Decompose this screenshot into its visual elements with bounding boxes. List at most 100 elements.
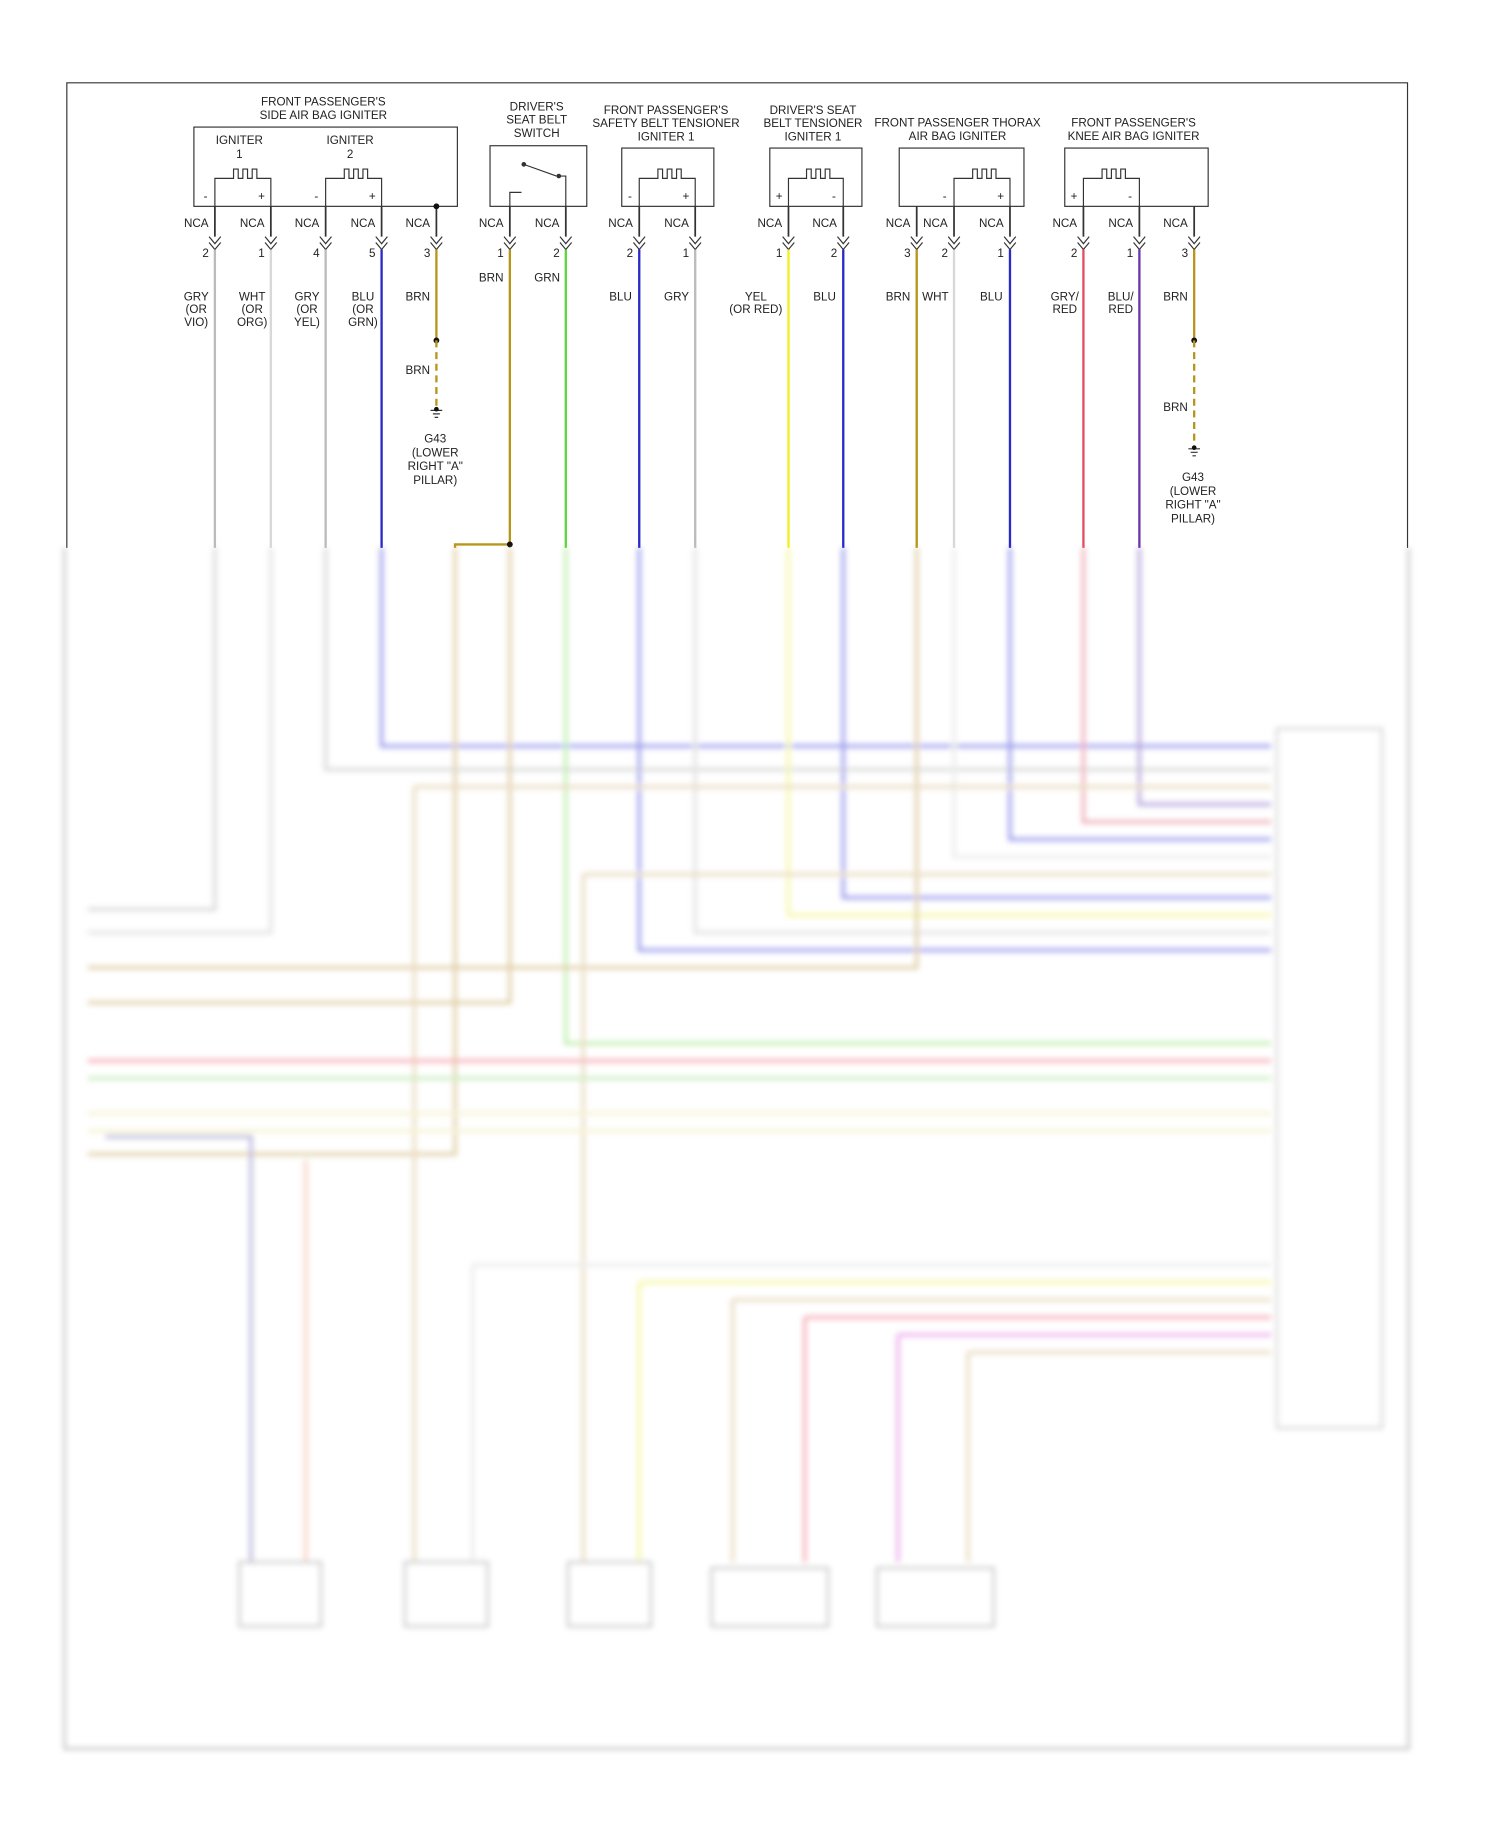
connector-label: NCA (351, 217, 376, 230)
pin-number: 2 (941, 247, 947, 260)
pin-number: 4 (313, 247, 320, 260)
connector-symbol (559, 236, 573, 251)
component-box (489, 145, 588, 207)
igniter-label: IGNITER (327, 134, 374, 147)
connector-symbol (688, 236, 702, 251)
connector-label: NCA (479, 217, 504, 230)
component-box (769, 147, 863, 207)
wire-color-label: GRY (664, 290, 689, 303)
ground-label: RIGHT "A" (408, 460, 463, 473)
connector-symbol (836, 236, 850, 251)
wire-color-label: BRN (886, 290, 911, 303)
wire-color-label: BLU/ (1108, 290, 1135, 303)
component-title: SAFETY BELT TENSIONER (592, 117, 739, 130)
wire-color-label: BRN (1163, 401, 1188, 414)
pin-number: 2 (627, 247, 633, 260)
pin-number: 1 (1127, 247, 1133, 260)
obscured-lower-diagram (63, 547, 1410, 1750)
pin-number: 1 (683, 247, 689, 260)
wire-color-label: WHT (239, 290, 266, 303)
igniter-label: 1 (236, 148, 242, 161)
connector-label: NCA (664, 217, 689, 230)
wire-color-label: GRN (534, 272, 560, 285)
igniter-symbol (214, 168, 272, 207)
wire-color-label: GRN) (348, 316, 378, 329)
component-title: DRIVER'S SEAT (770, 104, 857, 117)
connector-label: NCA (812, 217, 837, 230)
wire-color-label: (OR (352, 303, 373, 316)
wire-color-label: YEL (745, 290, 768, 303)
switch-contact (556, 173, 562, 179)
wire-color-label: BLU (813, 290, 836, 303)
wire-color-label: (OR RED) (729, 303, 782, 316)
connector-label: NCA (1108, 217, 1133, 230)
pin-number: 2 (1071, 247, 1077, 260)
connector-label: NCA (1052, 217, 1077, 230)
pin-number: 2 (831, 247, 837, 260)
polarity: + (682, 190, 689, 203)
connector-symbol (632, 236, 646, 251)
ground-label: G43 (424, 433, 446, 446)
wire-color-label: BRN (479, 272, 504, 285)
pin-number: 2 (553, 247, 559, 260)
component-title: IGNITER 1 (784, 131, 841, 144)
connector-label: NCA (535, 217, 560, 230)
connector-label: NCA (295, 217, 320, 230)
ground-dot (1191, 445, 1197, 451)
pin-number: 1 (997, 247, 1003, 260)
connector-symbol (1133, 236, 1146, 251)
connector-symbol (208, 236, 222, 251)
component-box (621, 147, 715, 207)
pin-number: 1 (497, 247, 503, 260)
wire-color-label: (OR (186, 303, 207, 316)
polarity: + (776, 190, 783, 203)
connector-symbol (503, 236, 517, 251)
component-title: FRONT PASSENGER'S (604, 104, 729, 117)
wire-color-label: BLU (609, 290, 632, 303)
ground-label: (LOWER (1170, 485, 1217, 498)
component-title: KNEE AIR BAG IGNITER (1068, 130, 1200, 143)
connector-label: NCA (240, 217, 265, 230)
ground-label: (LOWER (412, 446, 459, 459)
switch-contact (521, 162, 527, 167)
connector-symbol (947, 236, 961, 251)
polarity: + (369, 190, 376, 203)
component-title: SIDE AIR BAG IGNITER (260, 109, 387, 122)
wire-color-label: VIO) (184, 316, 208, 329)
connector-label: NCA (923, 217, 948, 230)
connector-symbol (910, 236, 923, 251)
polarity: - (314, 190, 318, 203)
component-title: SWITCH (514, 127, 560, 140)
wire-color-label: (OR (296, 303, 317, 316)
ground-label: PILLAR) (1171, 512, 1215, 525)
igniter-symbol (953, 168, 1011, 207)
wire-color-label: BRN (405, 364, 430, 377)
polarity: - (628, 190, 632, 203)
splice-dot (433, 203, 440, 210)
connector-symbol (430, 236, 443, 251)
pin-number: 3 (1182, 247, 1188, 260)
component-title: AIR BAG IGNITER (909, 130, 1007, 143)
connector-label: NCA (758, 217, 783, 230)
igniter-symbol (1082, 168, 1140, 207)
polarity: - (943, 190, 947, 203)
ground-dot (434, 406, 439, 412)
igniter-label: IGNITER (216, 134, 263, 147)
component-title: BELT TENSIONER (763, 117, 862, 130)
component-title: IGNITER 1 (638, 131, 695, 144)
polarity: + (997, 190, 1004, 203)
connector-label: NCA (886, 217, 911, 230)
component-box (1064, 147, 1209, 207)
wire-color-label: (OR (242, 303, 263, 316)
wire-color-label: BLU (352, 290, 375, 303)
wire-color-label: BRN (1163, 290, 1188, 303)
wire-color-label: RED (1052, 303, 1077, 316)
ground-label: RIGHT "A" (1165, 499, 1220, 512)
splice-dot (506, 541, 513, 548)
component-title: DRIVER'S (510, 100, 564, 113)
connector-symbol (264, 236, 278, 251)
ground-label: G43 (1182, 471, 1204, 484)
connector-label: NCA (1163, 217, 1188, 230)
wire-color-label: BLU (980, 290, 1003, 303)
